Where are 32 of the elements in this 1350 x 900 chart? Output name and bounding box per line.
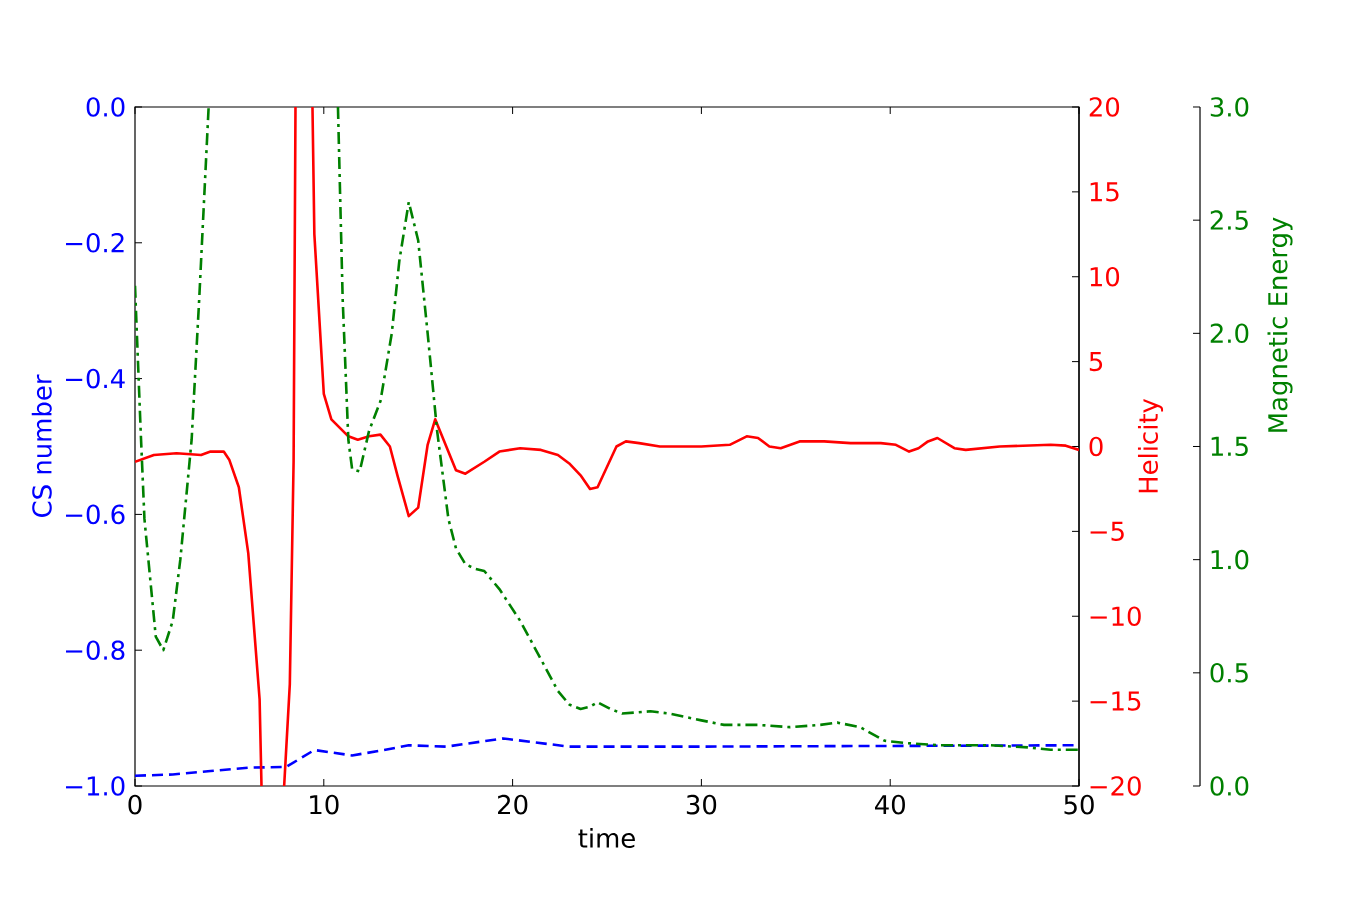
x-tick-label: 40 (874, 794, 905, 815)
y2-tick-label: −5 (1090, 521, 1124, 541)
y-tick-label: −1.0 (66, 776, 125, 796)
y2-tick-label: 10 (1090, 266, 1120, 287)
y-tick-label: −0.8 (66, 640, 125, 660)
y2-tick-label: 15 (1090, 182, 1119, 202)
y2-tick-label: 20 (1089, 97, 1120, 117)
x-tick-label: 30 (686, 794, 717, 815)
y3-tick-label: 1.0 (1211, 549, 1249, 570)
y2-tick-label: 5 (1089, 351, 1103, 372)
y2-tick-label: 0 (1089, 436, 1103, 457)
y3-tick-label: 3.0 (1210, 97, 1249, 117)
y3-tick-label: 2.0 (1210, 323, 1249, 344)
y2-tick-label: −10 (1090, 606, 1141, 627)
x-axis-title: time (578, 827, 635, 848)
y2-tick-label: −15 (1090, 691, 1141, 711)
y-tick-label: −0.6 (66, 504, 125, 525)
x-tick-label: 20 (498, 794, 528, 815)
y3-tick-label: 0.5 (1210, 663, 1248, 683)
x-tick-label: 10 (310, 794, 339, 815)
y3-axis-title: Magnetic Energy (1267, 217, 1293, 432)
x-tick-label: 50 (1064, 794, 1094, 815)
y3-tick-label: 0.0 (1210, 776, 1249, 796)
y2-axis-title: Helicity (1137, 398, 1164, 493)
y-tick-label: 0.0 (86, 97, 125, 117)
y3-tick-label: 2.5 (1210, 210, 1248, 230)
y-tick-label: −0.2 (66, 232, 124, 253)
y2-tick-label: −20 (1090, 776, 1141, 796)
x-tick-label: 0 (128, 794, 142, 815)
y-tick-label: −0.4 (66, 368, 125, 389)
y-axis-title: CS number (31, 374, 52, 517)
y3-tick-label: 1.5 (1211, 436, 1248, 457)
